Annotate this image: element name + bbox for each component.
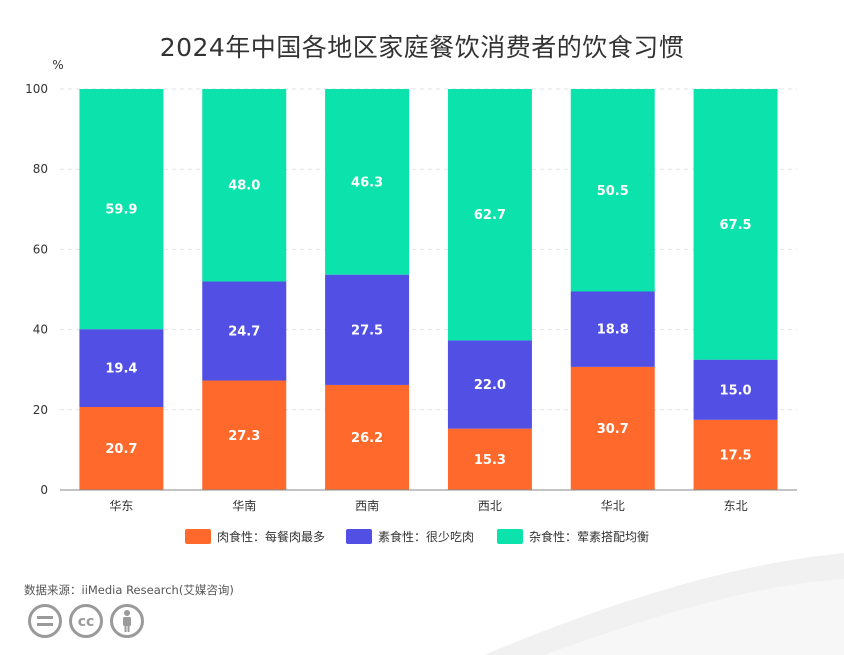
legend-swatch: [346, 529, 372, 544]
data-label: 17.5: [720, 448, 752, 463]
bar-segment: [202, 380, 287, 490]
data-label: 26.2: [351, 431, 383, 446]
chart-title: 2024年中国各地区家庭餐饮消费者的饮食习惯: [159, 33, 685, 62]
bar-segment: [325, 274, 410, 385]
svg-text:cc: cc: [78, 614, 95, 630]
bar-segment: [325, 89, 410, 275]
legend-swatch: [185, 529, 211, 544]
data-label: 62.7: [474, 208, 506, 223]
data-label: 48.0: [228, 179, 260, 194]
data-label: 20.7: [105, 442, 137, 457]
bar-segment: [693, 419, 778, 490]
bar-segment: [79, 329, 164, 407]
y-tick-label: 80: [33, 162, 48, 176]
legend-label: 肉食性：每餐肉最多: [217, 529, 325, 544]
equals-circle-icon: [28, 604, 62, 638]
data-label: 59.9: [105, 203, 137, 218]
data-label: 22.0: [474, 378, 506, 393]
data-label: 27.5: [351, 323, 383, 338]
data-label: 50.5: [597, 184, 629, 199]
x-tick-label: 东北: [724, 499, 748, 513]
data-label: 46.3: [351, 175, 383, 190]
background-swoosh: [484, 553, 844, 655]
data-label: 18.8: [597, 323, 629, 338]
data-label: 24.7: [228, 325, 260, 340]
data-label: 30.7: [597, 422, 629, 437]
y-axis-label: %: [52, 58, 63, 72]
legend-label: 素食性：很少吃肉: [378, 529, 474, 544]
bar-segment: [325, 384, 410, 490]
legend-label: 杂食性：荤素搭配均衡: [529, 529, 649, 544]
y-tick-label: 100: [25, 82, 48, 96]
legend-swatch: [497, 529, 523, 544]
bar-segment: [447, 89, 532, 341]
x-tick-label: 西北: [478, 499, 502, 513]
x-tick-label: 华南: [232, 498, 256, 513]
bar-segment: [570, 366, 655, 490]
cc-icon: cc: [69, 604, 103, 638]
bar-segment: [202, 281, 287, 381]
x-tick-label: 华东: [109, 499, 133, 513]
data-label: 19.4: [105, 362, 137, 377]
x-tick-label: 西南: [355, 498, 379, 513]
y-tick-label: 40: [33, 323, 48, 337]
stacked-bar-chart: 0 20 40 60 80 100% 20.7 19.4 59.9 华东 27.3 24.7 48.0 华…: [25, 58, 797, 544]
bar-segment: [79, 406, 164, 490]
y-tick-label: 60: [33, 242, 48, 256]
bar-segment: [693, 89, 778, 360]
bar-segment: [570, 89, 655, 292]
data-label: 15.0: [720, 383, 752, 398]
y-tick-label: 0: [40, 483, 48, 497]
x-tick-label: 华北: [601, 499, 625, 513]
bar-segment: [447, 428, 532, 490]
data-label: 67.5: [720, 218, 752, 233]
data-label: 15.3: [474, 453, 506, 468]
person-icon: [110, 604, 144, 638]
bar-segment: [693, 359, 778, 420]
y-tick-label: 20: [33, 403, 48, 417]
data-label: 27.3: [228, 429, 260, 444]
bar-segment: [570, 291, 655, 367]
license-icons: cc: [28, 604, 144, 638]
source-note: 数据来源：iiMedia Research(艾媒咨询): [24, 583, 234, 597]
bar-segment: [202, 89, 287, 282]
bar-segment: [79, 89, 164, 330]
bar-segment: [447, 340, 532, 429]
